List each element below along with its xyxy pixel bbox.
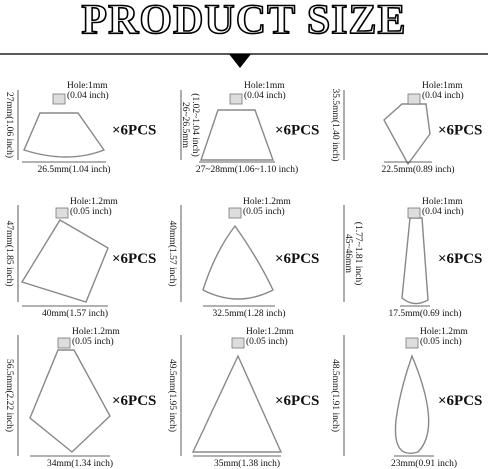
- width-size: 27~28mm(1.06~1.10 inch): [196, 164, 298, 175]
- hole-size: (0.05 inch): [70, 206, 112, 217]
- earring-frame: [29, 349, 111, 453]
- earring-frame: [23, 112, 106, 158]
- height-size: 47mm(1.85 inch): [4, 221, 15, 287]
- title: PRODUCT SIZE: [81, 0, 406, 44]
- height-size: 45~46mm: [343, 234, 353, 274]
- hole-size: Hole:1.2mm: [70, 197, 118, 207]
- width-size: 35mm(1.38 inch): [214, 458, 280, 469]
- clasp: [52, 93, 66, 105]
- earring-frame: [200, 109, 274, 161]
- width-size: 34mm(1.34 inch): [47, 458, 113, 469]
- earring-frame: [383, 103, 431, 166]
- height-size: 48.5mm(1.91 inch): [330, 359, 341, 432]
- earring-frame: [394, 354, 430, 454]
- quantity: ×6PCS: [275, 393, 319, 409]
- hole-size: Hole:1mm: [422, 81, 463, 91]
- product-item: Hole:1.2mm(0.05 inch) ×6PCS 49.5mm(1.95 in…: [167, 327, 320, 469]
- hole-size: (0.04 inch): [67, 90, 109, 101]
- hole-size: Hole:1mm: [244, 81, 285, 91]
- clasp: [407, 93, 421, 105]
- clasp: [228, 207, 242, 219]
- hole-size: (0.05 inch): [420, 336, 462, 347]
- hole-size: Hole:1mm: [422, 197, 463, 207]
- clasp: [407, 207, 421, 219]
- clasp: [405, 337, 419, 349]
- height-size: (1.02~1.04 inch): [190, 93, 201, 156]
- clasp: [229, 93, 243, 105]
- width-size: 40mm(1.57 inch): [42, 308, 108, 319]
- quantity: ×6PCS: [112, 251, 156, 267]
- hole-size: (0.05 inch): [246, 336, 288, 347]
- width-size: 26.5mm(1.04 inch): [37, 164, 110, 175]
- quantity: ×6PCS: [275, 251, 319, 267]
- width-size: 23mm(0.91 inch): [391, 458, 457, 469]
- hole-size: (0.05 inch): [72, 336, 114, 347]
- earring-frame: [401, 217, 429, 305]
- clasp: [55, 207, 69, 219]
- hole-size: Hole:1.2mm: [246, 327, 294, 337]
- product-item: Hole:1.2mm(0.05 inch) ×6PCS 40mm(1.57 inch…: [167, 197, 320, 319]
- product-item: Hole:1.2mm(0.05 inch) ×6PCS 48.5mm(1.91 in…: [330, 327, 483, 469]
- clasp: [231, 337, 245, 349]
- product-item: Hole:1.2mm(0.05 inch) ×6PCS 47mm(1.85 inch…: [4, 197, 157, 319]
- hole-size: Hole:1mm: [67, 81, 108, 91]
- hole-size: (0.04 inch): [422, 206, 464, 217]
- product-item: Hole:1mm(0.04 inch) ×6PCS 26~26.5mm (1.02~1…: [180, 81, 320, 175]
- height-size: 49.5mm(1.95 inch): [167, 359, 178, 432]
- quantity: ×6PCS: [112, 122, 156, 138]
- hole-size: (0.05 inch): [243, 206, 285, 217]
- earring-frame: [191, 354, 283, 453]
- hole-size: (0.04 inch): [244, 90, 286, 101]
- width-size: 22.5mm(0.89 inch): [381, 164, 454, 175]
- height-size: 35.5mm(1.40 inch): [330, 88, 341, 161]
- height-size: 56.5mm(2.22 inch): [4, 359, 15, 432]
- height-size: 26~26.5mm: [180, 102, 190, 149]
- product-item: Hole:1mm(0.04 inch) ×6PCS 27mm(1.06 inch) 2…: [4, 81, 157, 175]
- earring-frame: [202, 224, 274, 300]
- product-item: Hole:1mm(0.04 inch) ×6PCS 35.5mm(1.40 inch…: [330, 81, 483, 175]
- quantity: ×6PCS: [438, 122, 482, 138]
- hole-size: Hole:1.2mm: [420, 327, 468, 337]
- height-size: 40mm(1.57 inch): [167, 221, 178, 287]
- width-size: 17.5mm(0.69 inch): [388, 308, 461, 319]
- quantity: ×6PCS: [112, 393, 156, 409]
- hole-size: Hole:1.2mm: [72, 327, 120, 337]
- product-item: Hole:1.2mm(0.05 inch) ×6PCS 56.5mm(2.22 in…: [4, 327, 157, 469]
- quantity: ×6PCS: [438, 393, 482, 409]
- hole-size: Hole:1.2mm: [243, 197, 291, 207]
- quantity: ×6PCS: [438, 251, 482, 267]
- quantity: ×6PCS: [275, 122, 319, 138]
- product-item: Hole:1mm(0.04 inch) ×6PCS 45~46mm (1.77~1.8…: [343, 197, 483, 319]
- earring-frame: [20, 219, 109, 303]
- width-size: 32.5mm(1.28 inch): [212, 308, 285, 319]
- hole-size: (0.04 inch): [422, 90, 464, 101]
- height-size: 27mm(1.06 inch): [4, 92, 15, 158]
- height-size: (1.77~1.81 inch): [353, 222, 364, 285]
- divider-arrow: [229, 54, 251, 68]
- clasp: [57, 337, 71, 349]
